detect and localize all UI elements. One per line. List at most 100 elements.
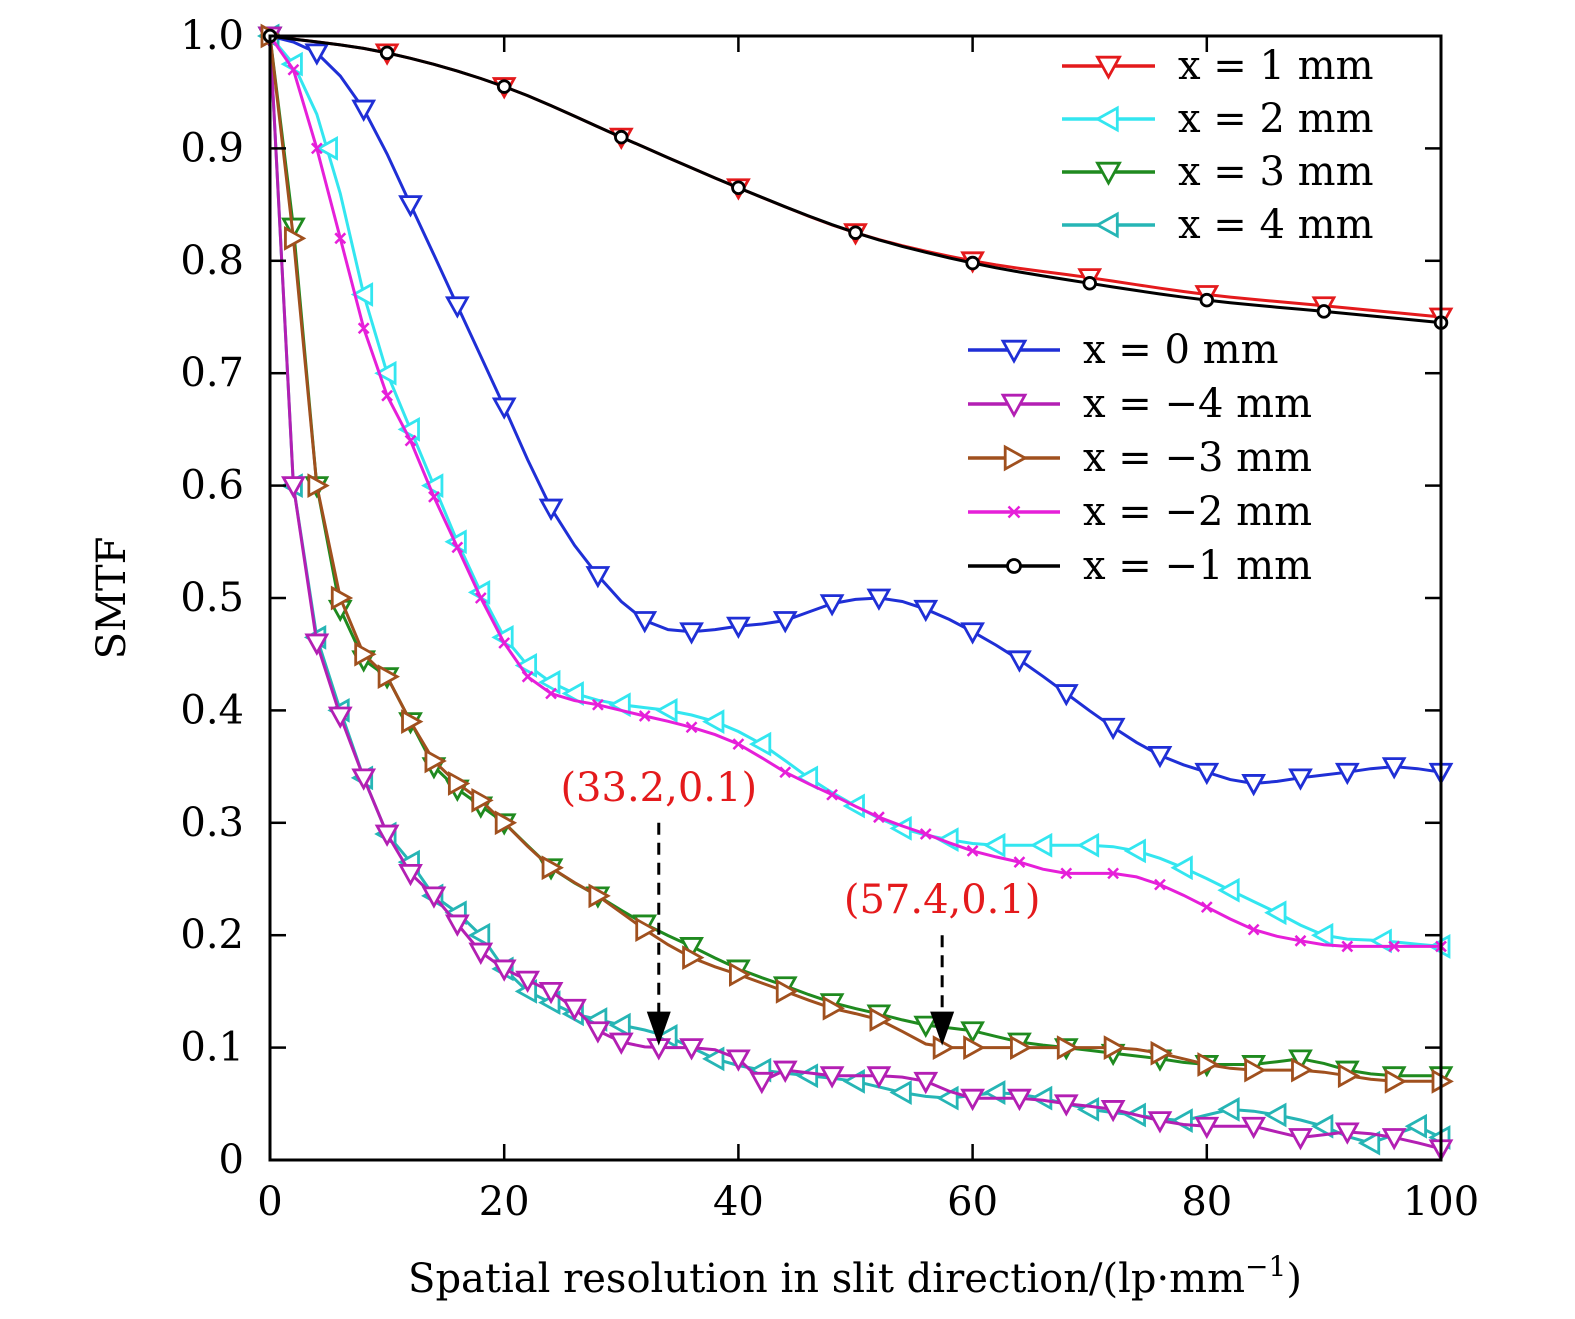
marker-x [873, 811, 885, 824]
marker-triangle-left [1170, 1108, 1193, 1134]
annotation-arrow-head [930, 1011, 955, 1046]
x-tick-label: 20 [479, 1179, 530, 1225]
series-3 [257, 23, 1451, 1156]
marker-triangle-left [1357, 1130, 1381, 1156]
marker-x-stroke [451, 541, 464, 554]
marker-x [732, 738, 745, 751]
marker-triangle-down [1288, 768, 1313, 791]
marker-triangle-down [1000, 393, 1028, 418]
marker-x [310, 142, 323, 155]
marker-triangle-down [468, 942, 494, 965]
marker-triangle-right [822, 995, 845, 1021]
marker-triangle-right [869, 1007, 892, 1032]
marker-x [287, 63, 300, 76]
marker-triangle-right [1056, 1035, 1080, 1060]
marker-triangle-left [1404, 1113, 1427, 1139]
marker-circle [614, 129, 629, 145]
y-tick-label: 0 [219, 1137, 244, 1183]
marker-x [1294, 934, 1307, 947]
legend-item: x = −1 mm [968, 543, 1312, 589]
marker-x-stroke [591, 698, 604, 711]
marker-triangle-down [374, 824, 400, 847]
marker-triangle-left [467, 922, 491, 948]
marker-x [1388, 940, 1401, 953]
marker-x-stroke [1247, 923, 1260, 936]
marker-x [826, 788, 838, 801]
series-line [268, 35, 1441, 948]
marker-x [919, 828, 932, 840]
marker-x-stroke [966, 845, 979, 857]
marker-triangle-down [538, 982, 564, 1005]
y-tick-label: 0.8 [180, 238, 244, 284]
marker-x [638, 710, 651, 722]
marker-triangle-down [1288, 1049, 1313, 1072]
annotation-label: (33.2,0.1) [560, 765, 757, 811]
marker-triangle-down [491, 397, 517, 420]
marker-triangle-right [729, 962, 752, 987]
marker-triangle-right [1244, 1057, 1267, 1083]
marker-circle [848, 225, 863, 240]
marker-x-stroke [404, 434, 417, 447]
marker-triangle-down [1100, 1100, 1126, 1123]
marker-triangle-right [307, 473, 330, 498]
marker-triangle-right [1103, 1035, 1127, 1060]
marker-triangle-right [284, 225, 307, 251]
marker-triangle-down [1194, 1116, 1220, 1140]
marker-triangle-left [655, 698, 678, 723]
marker-x-stroke [545, 687, 557, 700]
marker-triangle-down [398, 863, 423, 887]
marker-triangle-left [983, 832, 1006, 858]
marker-triangle-down [679, 1038, 704, 1061]
marker-triangle-left [1217, 877, 1240, 903]
legend-label: x = −2 mm [1083, 489, 1312, 535]
marker-triangle-down [515, 970, 540, 994]
marker-triangle-right [330, 585, 354, 611]
marker-triangle-down [960, 1021, 985, 1044]
marker-x-stroke [521, 670, 534, 683]
marker-triangle-left [1029, 1085, 1053, 1111]
marker-x [334, 232, 347, 245]
marker-x-stroke [334, 232, 347, 245]
marker-triangle-down [726, 616, 751, 639]
marker-triangle-down [960, 1088, 985, 1112]
marker-circle [965, 255, 980, 271]
series-6 [260, 23, 1454, 1094]
x-tick-label: 100 [1403, 1179, 1479, 1225]
marker-triangle-down [632, 611, 658, 634]
marker-triangle-left [795, 1063, 819, 1089]
marker-x [545, 687, 557, 700]
marker-triangle-left [1076, 1097, 1100, 1122]
marker-x [966, 845, 979, 857]
marker-x-stroke [1154, 878, 1166, 891]
marker-triangle-down [772, 1060, 798, 1083]
marker-triangle-down [679, 622, 704, 645]
marker-triangle-left [702, 1046, 725, 1072]
legend-label: x = 1 mm [1178, 43, 1374, 89]
legend-label: x = 0 mm [1083, 327, 1279, 373]
marker-x-stroke [1013, 856, 1026, 869]
marker-triangle-down [585, 566, 611, 589]
legend-item: x = −4 mm [968, 381, 1312, 427]
marker-triangle-right [635, 917, 658, 942]
legend-item: x = 4 mm [1062, 202, 1374, 248]
marker-x [451, 541, 464, 554]
marker-triangle-down [1100, 717, 1126, 741]
marker-triangle-down [398, 195, 423, 218]
marker-triangle-down [1053, 684, 1079, 707]
marker-circle [1316, 304, 1332, 319]
marker-x-stroke [381, 389, 393, 402]
marker-triangle-down [304, 43, 330, 66]
x-axis-label-sup: −1 [1245, 1250, 1286, 1283]
marker-triangle-left [1311, 922, 1334, 948]
x-axis-label: Spatial resolution in slit direction/(lp… [408, 1250, 1302, 1302]
marker-triangle-down [1381, 1128, 1407, 1151]
legend-label: x = −1 mm [1083, 543, 1312, 589]
marker-triangle-down [913, 1071, 939, 1095]
marker-triangle-down [866, 1066, 892, 1089]
legend-item: x = −2 mm [968, 489, 1312, 535]
y-tick-label: 0.1 [180, 1025, 244, 1071]
marker-triangle-down [679, 937, 704, 960]
marker-circle [1006, 558, 1022, 574]
marker-triangle-right [541, 855, 564, 881]
marker-triangle-left [702, 709, 725, 735]
